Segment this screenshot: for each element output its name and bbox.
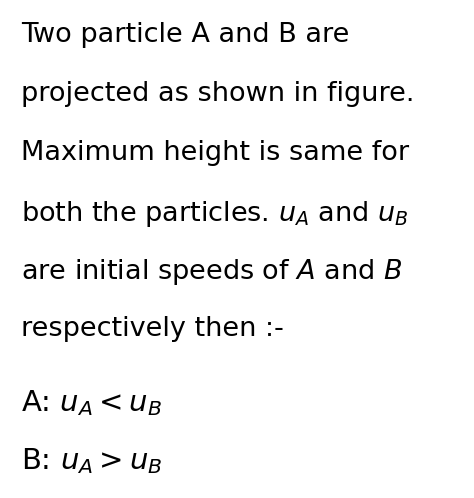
Text: B: $u_A > u_B$: B: $u_A > u_B$ [21,446,163,476]
Text: both the particles. $u_A$ and $u_B$: both the particles. $u_A$ and $u_B$ [21,199,409,229]
Text: Two particle A and B are: Two particle A and B are [21,22,350,48]
Text: respectively then :-: respectively then :- [21,316,284,342]
Text: are initial speeds of $A$ and $B$: are initial speeds of $A$ and $B$ [21,257,403,287]
Text: projected as shown in figure.: projected as shown in figure. [21,81,415,107]
Text: Maximum height is same for: Maximum height is same for [21,140,410,166]
Text: A: $u_A < u_B$: A: $u_A < u_B$ [21,388,163,418]
